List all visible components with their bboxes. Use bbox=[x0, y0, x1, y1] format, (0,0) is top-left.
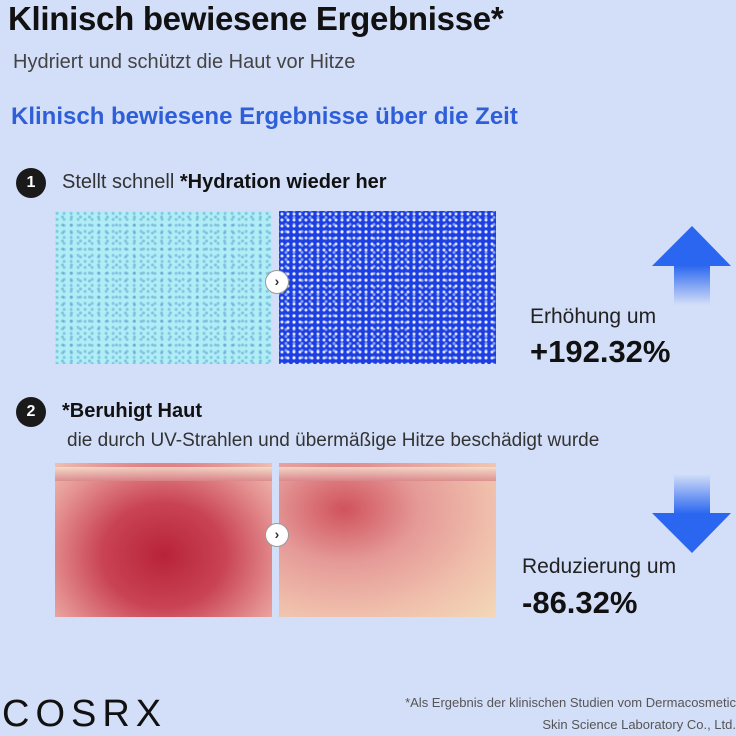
arrow-down-icon bbox=[652, 474, 731, 553]
increase-value: +192.32% bbox=[530, 334, 671, 369]
reduction-value: -86.32% bbox=[522, 585, 638, 620]
reduction-label: Reduzierung um bbox=[522, 555, 677, 578]
brand-logo: COSRX bbox=[2, 693, 168, 735]
footnote-line-1: *Als Ergebnis der klinischen Studien vom… bbox=[405, 695, 736, 710]
step-1-number: 1 bbox=[16, 168, 46, 198]
redness-after-image bbox=[279, 463, 496, 617]
redness-before-image bbox=[55, 463, 272, 617]
step-2-text-bold: *Beruhigt Haut bbox=[62, 400, 202, 422]
chevron-right-icon: › bbox=[265, 523, 289, 547]
step-1-text-bold: *Hydration wieder her bbox=[179, 171, 387, 193]
arrow-up-icon bbox=[652, 226, 731, 305]
step-2-subtext: die durch UV-Strahlen und übermäßige Hit… bbox=[67, 430, 600, 451]
section-heading: Klinisch bewiesene Ergebnisse über die Z… bbox=[11, 103, 518, 130]
step-1-title: Stellt schnell *Hydration wieder her bbox=[62, 171, 387, 194]
footnote-line-2: Skin Science Laboratory Co., Ltd. bbox=[542, 717, 736, 732]
step-1-text: Stellt schnell bbox=[62, 171, 180, 193]
increase-label: Erhöhung um bbox=[530, 305, 657, 328]
hydration-before-image bbox=[55, 211, 272, 364]
step-2-number: 2 bbox=[16, 397, 46, 427]
subtitle: Hydriert und schützt die Haut vor Hitze bbox=[13, 51, 356, 73]
page-title: Klinisch bewiesene Ergebnisse* bbox=[8, 0, 504, 37]
chevron-right-icon: › bbox=[265, 270, 289, 294]
step-2-title: *Beruhigt Haut bbox=[62, 400, 202, 423]
hydration-after-image bbox=[279, 211, 496, 364]
